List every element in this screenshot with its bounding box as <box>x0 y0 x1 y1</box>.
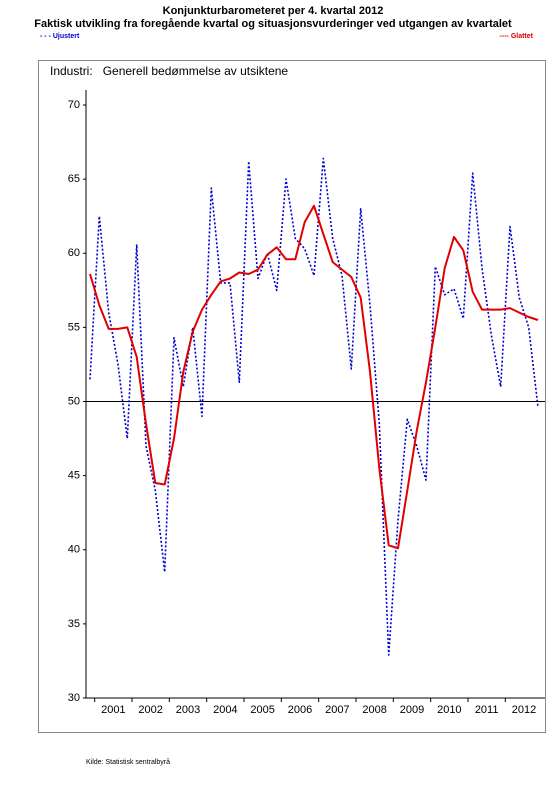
y-tick-label: 45 <box>68 470 80 482</box>
x-tick-label: 2003 <box>176 704 200 716</box>
x-tick-label: 2008 <box>362 704 386 716</box>
x-tick-label: 2011 <box>475 704 499 716</box>
x-tick-label: 2005 <box>250 704 274 716</box>
x-tick-label: 2004 <box>213 704 237 716</box>
x-tick-label: 2010 <box>437 704 461 716</box>
y-tick-label: 70 <box>68 99 80 111</box>
panel-label: Industri: Generell bedømmelse av utsikte… <box>50 64 288 78</box>
y-tick-label: 40 <box>68 544 80 556</box>
series-line <box>89 157 539 656</box>
x-tick-label: 2001 <box>101 704 125 716</box>
x-tick-label: 2012 <box>512 704 536 716</box>
panel-frame <box>38 60 546 733</box>
x-tick-label: 2006 <box>288 704 312 716</box>
y-tick-label: 55 <box>68 321 80 333</box>
source: Kilde: Statistisk sentralbyrå <box>86 758 170 766</box>
chart-subtitle: Faktisk utvikling fra foregående kvartal… <box>34 18 512 30</box>
y-tick-label: 50 <box>68 395 80 407</box>
y-tick-label: 60 <box>68 247 80 259</box>
y-tick-label: 30 <box>68 692 80 704</box>
y-tick-label: 35 <box>68 618 80 630</box>
series-line <box>89 204 539 550</box>
x-tick-label: 2009 <box>400 704 424 716</box>
legend-entry: ---- Glattet <box>500 33 534 40</box>
x-tick-label: 2002 <box>138 704 162 716</box>
y-tick-label: 65 <box>68 173 80 185</box>
x-tick-label: 2007 <box>325 704 349 716</box>
chart-title: Konjunkturbarometeret per 4. kvartal 201… <box>163 5 384 17</box>
legend-entry: - - - Ujustert <box>40 33 80 40</box>
